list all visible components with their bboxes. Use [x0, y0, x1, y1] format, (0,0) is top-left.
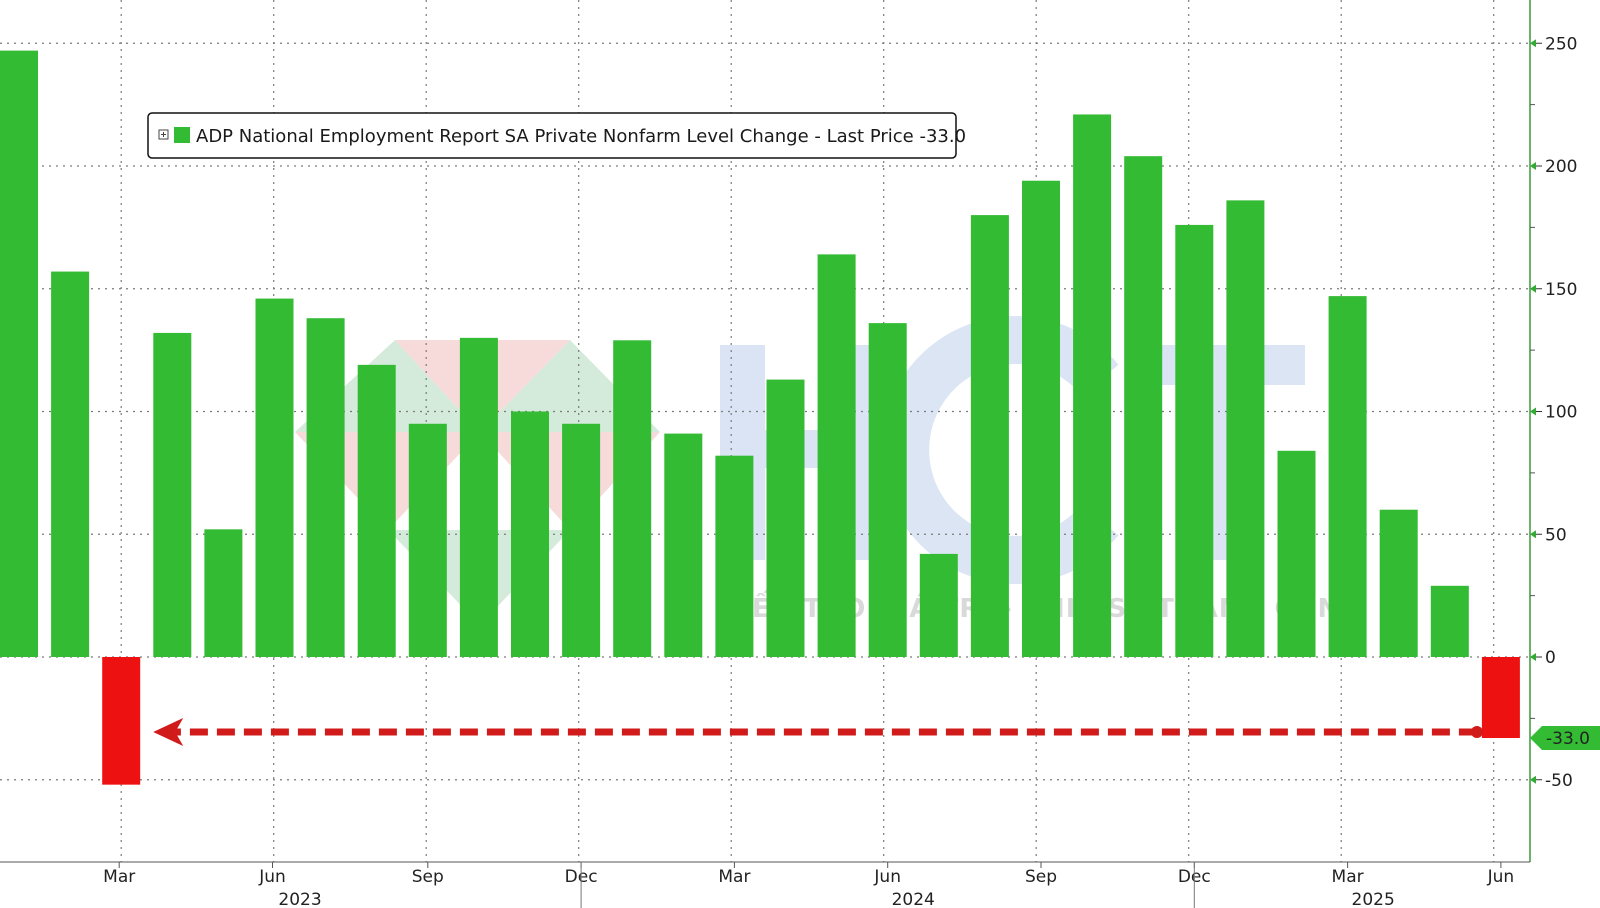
legend-box: [147, 112, 957, 159]
bar-14: [715, 455, 754, 657]
bar-16: [817, 254, 856, 657]
bar-24: [1226, 200, 1265, 657]
legend-expand-icon[interactable]: [158, 129, 169, 140]
last-price-label: -33.0: [1546, 729, 1590, 749]
bar-26: [1328, 296, 1367, 657]
x-year-label-1: 2024: [892, 890, 935, 908]
bar-7: [357, 364, 396, 657]
x-year-label-0: 2023: [278, 890, 321, 908]
bar-22: [1124, 156, 1163, 657]
x-year-label-2: 2025: [1352, 890, 1395, 908]
x-tick-label-9: Jun: [1487, 867, 1515, 887]
x-tick-label-1: Jun: [258, 867, 286, 887]
bar-9: [459, 337, 498, 657]
x-tick-label-6: Sep: [1025, 867, 1057, 887]
bar-2: [102, 657, 141, 785]
x-tick-label-4: Mar: [718, 867, 750, 887]
bar-13: [664, 433, 703, 657]
y-tick-mark-4: [1530, 530, 1536, 539]
x-tick-label-5: Jun: [873, 867, 901, 887]
bar-18: [919, 553, 958, 657]
x-tick-label-2: Sep: [412, 867, 444, 887]
bar-5: [255, 298, 294, 657]
bar-6: [306, 318, 345, 657]
legend: ADP National Employment Report SA Privat…: [147, 112, 966, 159]
y-tick-mark-2: [1530, 284, 1536, 293]
annotation-arrow: [153, 718, 1483, 747]
bar-4: [204, 529, 243, 657]
legend-label: ADP National Employment Report SA Privat…: [196, 126, 966, 147]
bar-17: [868, 323, 907, 657]
y-tick-mark-1: [1530, 162, 1536, 170]
bar-0: [0, 50, 38, 658]
y-tick-label-6: -50: [1545, 771, 1573, 791]
legend-swatch: [174, 127, 190, 143]
annotation-start-dot: [1470, 726, 1483, 739]
last-price-tag: [1530, 726, 1600, 751]
bar-29: [1481, 657, 1520, 739]
annotation-arrowhead: [153, 718, 184, 747]
bar-28: [1430, 585, 1469, 657]
bar-19: [970, 215, 1009, 657]
grid-lines: [0, 0, 1530, 862]
bar-15: [766, 379, 805, 657]
bar-27: [1379, 509, 1418, 657]
y-tick-label-2: 150: [1545, 280, 1577, 300]
y-tick-mark-5: [1530, 653, 1536, 661]
bar-1: [51, 271, 90, 657]
x-tick-label-0: Mar: [103, 867, 135, 887]
bar-25: [1277, 450, 1316, 657]
y-tick-label-5: 0: [1545, 648, 1556, 668]
bar-12: [613, 340, 652, 657]
bar-3: [153, 332, 192, 657]
y-tick-mark-6: [1530, 775, 1536, 784]
y-tick-label-1: 200: [1545, 157, 1577, 177]
x-tick-label-8: Mar: [1332, 867, 1364, 887]
bar-11: [562, 423, 601, 657]
y-tick-label-4: 50: [1545, 525, 1567, 545]
y-tick-label-3: 100: [1545, 403, 1577, 423]
bar-21: [1073, 114, 1112, 657]
bar-23: [1175, 224, 1214, 658]
bar-8: [408, 423, 447, 657]
bars: [0, 50, 1520, 785]
bar-10: [511, 411, 549, 657]
y-tick-mark-0: [1530, 39, 1536, 48]
y-tick-label-0: 250: [1545, 34, 1577, 54]
y-tick-mark-3: [1530, 407, 1536, 416]
bar-20: [1022, 180, 1060, 658]
